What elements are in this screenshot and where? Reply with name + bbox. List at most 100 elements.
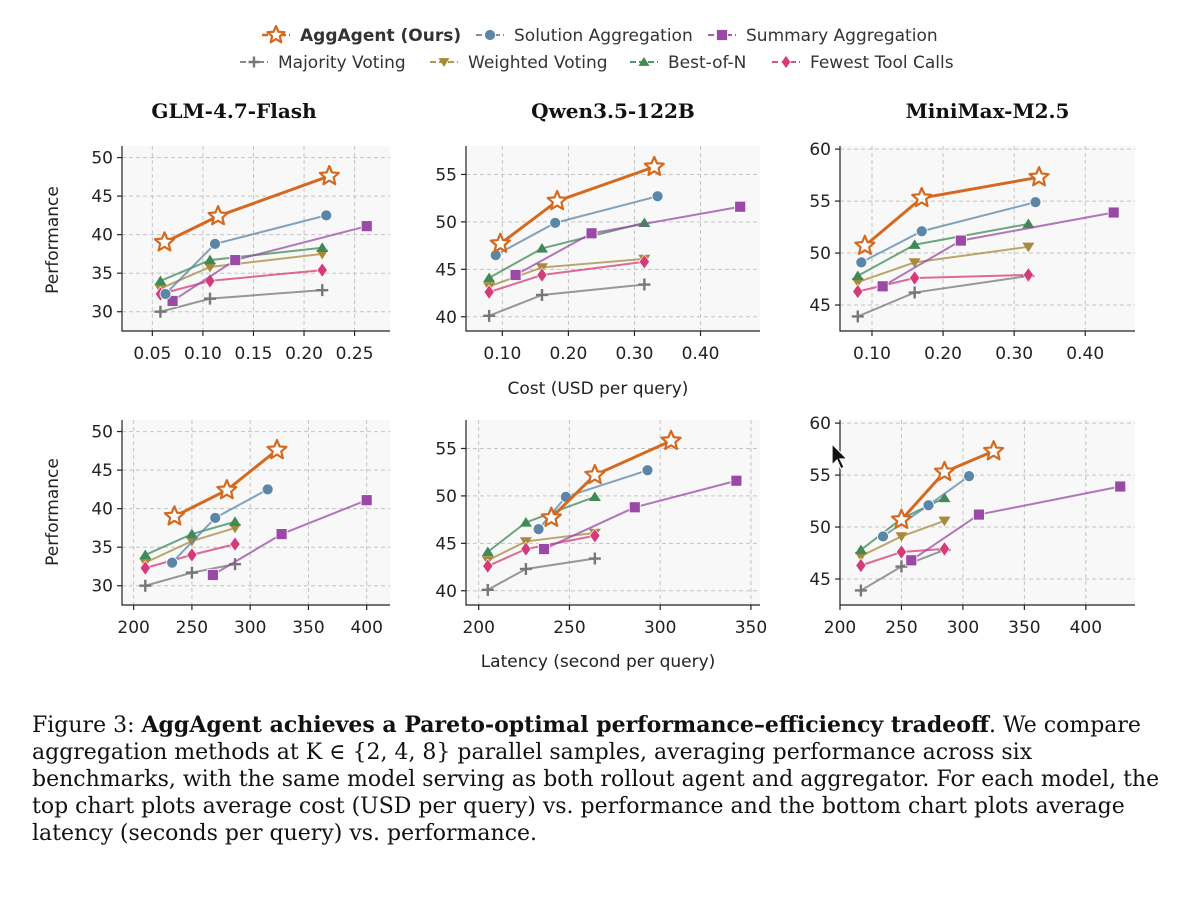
data-point-sum — [206, 569, 219, 581]
series-sum — [905, 480, 1127, 567]
x-tick-label: 250 — [885, 618, 917, 638]
data-point-maj — [519, 562, 532, 575]
data-point-maj — [185, 566, 198, 579]
y-tick-label: 55 — [809, 192, 831, 212]
y-tick-label: 35 — [91, 538, 113, 558]
series-wv — [854, 516, 951, 562]
x-axis-label-cost: Cost (USD per query) — [508, 379, 689, 399]
data-point-maj — [316, 284, 329, 297]
series-agg — [489, 155, 665, 253]
data-point-sum — [628, 501, 641, 514]
data-point-sol — [1029, 196, 1042, 209]
data-point-maj — [535, 288, 548, 301]
data-point-bon — [519, 517, 532, 527]
data-point-sum — [166, 295, 179, 307]
data-point-sol — [320, 209, 333, 222]
series-sum — [538, 474, 743, 555]
data-point-agg — [911, 186, 933, 208]
data-point-maj — [154, 305, 167, 318]
y-axis-label-bottom: Performance — [43, 458, 63, 566]
x-tick-label: 0.40 — [682, 344, 720, 364]
data-point-bon — [535, 243, 548, 253]
series-sol — [159, 209, 333, 300]
data-point-wv — [854, 551, 867, 562]
series-maj — [481, 552, 601, 596]
axis-spines — [839, 146, 1135, 332]
data-point-sol — [855, 256, 868, 269]
axis-spines — [121, 420, 390, 606]
data-point-bon — [154, 275, 167, 286]
data-point-bon — [588, 491, 601, 502]
series-ftc — [483, 254, 650, 300]
series-maj — [483, 278, 651, 322]
series-ftc — [852, 267, 1034, 300]
y-tick-label: 55 — [435, 439, 457, 459]
x-tick-label: 350 — [292, 618, 324, 638]
y-tick-label: 40 — [91, 500, 113, 520]
legend-marker-agg — [266, 24, 286, 44]
data-point-wv — [229, 523, 242, 534]
data-point-ftc — [316, 262, 328, 278]
y-tick-label: 55 — [809, 466, 831, 486]
y-tick-label: 45 — [435, 534, 457, 554]
data-point-sum — [275, 528, 288, 540]
data-point-ftc — [1022, 267, 1034, 283]
y-tick-label: 50 — [91, 423, 113, 443]
x-tick-label: 350 — [735, 618, 767, 638]
panel-title: GLM-4.7-Flash — [151, 99, 317, 123]
data-point-bon — [229, 516, 242, 526]
legend-label-agg: AggAgent (Ours) — [300, 26, 461, 46]
data-point-agg — [584, 463, 606, 485]
legend-marker-wv — [438, 58, 450, 67]
legend-label-sum: Summary Aggregation — [746, 26, 938, 46]
data-point-wv — [938, 516, 951, 527]
legend-label-sol: Solution Aggregation — [514, 26, 693, 46]
series-sum — [206, 494, 373, 581]
data-point-sum — [972, 508, 985, 521]
x-tick-label: 0.20 — [549, 344, 587, 364]
plot-area — [466, 146, 760, 331]
data-point-sol — [641, 464, 654, 477]
y-tick-label: 45 — [91, 187, 113, 207]
x-tick-label: 200 — [117, 618, 149, 638]
series-sum — [509, 200, 747, 281]
data-point-ftc — [139, 560, 151, 576]
x-tick-label: 400 — [1070, 618, 1102, 638]
data-point-bon — [938, 492, 951, 503]
data-point-agg — [540, 506, 562, 527]
y-axis-label-top: Performance — [43, 186, 63, 294]
data-point-bon — [481, 546, 494, 557]
data-point-sum — [730, 474, 743, 487]
series-agg — [854, 166, 1050, 255]
x-tick-label: 350 — [1008, 618, 1040, 638]
data-point-sum — [360, 220, 373, 233]
series-agg — [163, 438, 288, 526]
data-point-agg — [216, 479, 238, 500]
x-tick-label: 0.10 — [483, 344, 521, 364]
data-point-maj — [854, 584, 867, 597]
data-point-sol — [209, 237, 221, 250]
x-tick-label: 250 — [176, 618, 208, 638]
data-point-ftc — [536, 267, 548, 283]
data-point-sol — [166, 556, 179, 569]
series-bon — [154, 242, 329, 286]
data-point-bon — [1022, 218, 1035, 229]
y-tick-label: 40 — [435, 308, 457, 328]
data-point-ftc — [482, 558, 494, 574]
data-point-sol — [532, 523, 545, 536]
series-agg — [890, 440, 1005, 529]
panel-title: Qwen3.5-122B — [531, 99, 695, 123]
series-sol — [877, 470, 975, 543]
data-point-wv — [851, 277, 864, 288]
legend: AggAgent (Ours) Solution Aggregation Summa… — [240, 24, 954, 73]
data-point-sum — [585, 227, 598, 240]
data-point-ftc — [186, 547, 198, 563]
y-tick-label: 55 — [435, 165, 457, 185]
panel-title: MiniMax-M2.5 — [906, 99, 1070, 123]
y-tick-label: 40 — [435, 582, 457, 602]
y-tick-label: 50 — [435, 487, 457, 507]
caption-prefix: Figure 3: — [32, 713, 142, 738]
data-point-sol — [209, 511, 222, 524]
data-point-maj — [481, 583, 494, 596]
legend-item-ftc: Fewest Tool Calls — [772, 53, 954, 73]
